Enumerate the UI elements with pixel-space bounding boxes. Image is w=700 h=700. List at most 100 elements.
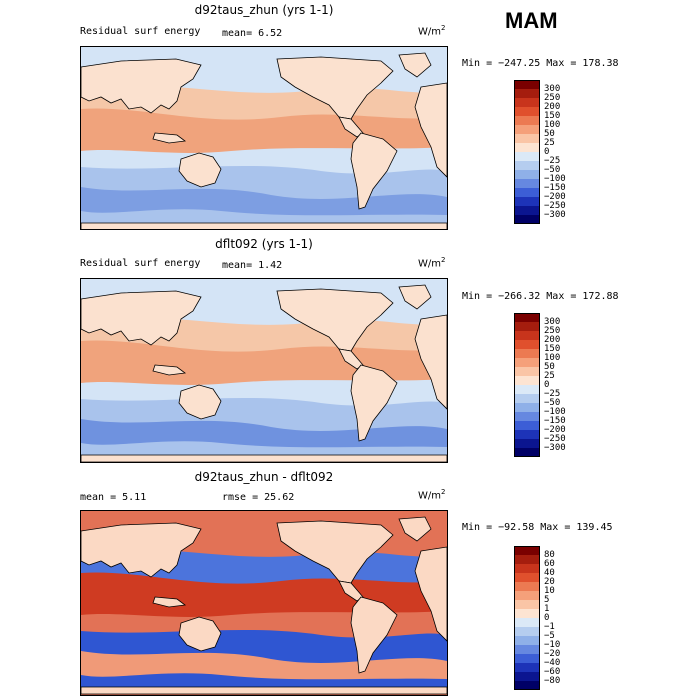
colorbar-swatch <box>514 367 540 376</box>
colorbar-tick-label: 25 <box>544 138 555 148</box>
colorbar-tick-label: −80 <box>544 676 561 686</box>
southern-band <box>81 419 447 448</box>
colorbar-swatch <box>514 403 540 412</box>
continent-outline <box>398 284 432 310</box>
colorbar-swatch <box>514 206 540 215</box>
continent-outline <box>178 152 222 188</box>
colorbar-tick-label: 300 <box>544 317 561 327</box>
colorbar-tick-label: −150 <box>544 183 566 193</box>
colorbar-tick-label: 25 <box>544 371 555 381</box>
colorbar-tick-label: 150 <box>544 111 561 121</box>
colorbar-swatch <box>514 125 540 134</box>
colorbar-swatch <box>514 546 540 555</box>
colorbar-swatch <box>514 134 540 143</box>
season-label: MAM <box>505 8 558 33</box>
panel-3-title: d92taus_zhun - dflt092 <box>194 470 334 484</box>
colorbar-swatch <box>514 439 540 448</box>
colorbar-tick-label: 20 <box>544 577 555 587</box>
panel-1-minmax: Min = −247.25 Max = 178.38 <box>462 58 619 69</box>
southern-band <box>81 651 447 680</box>
panel-1-units: W/m2 <box>418 24 446 38</box>
continent-outline <box>81 522 202 578</box>
continent-outline <box>414 546 447 642</box>
continent-outline <box>350 596 398 674</box>
continent-outline <box>398 52 432 78</box>
continent-outline <box>152 364 187 376</box>
colorbar-tick-label: 150 <box>544 344 561 354</box>
panel-2-field-label: Residual surf energy <box>80 258 201 269</box>
colorbar-swatch <box>514 98 540 107</box>
colorbar-swatch <box>514 627 540 636</box>
colorbar-tick-label: 80 <box>544 550 555 560</box>
colorbar-tick-label: 100 <box>544 120 561 130</box>
colorbar-swatch <box>514 412 540 421</box>
colorbar-tick-label: 5 <box>544 595 550 605</box>
colorbar-swatch <box>514 636 540 645</box>
colorbar-tick-label: 0 <box>544 380 550 390</box>
colorbar-swatch <box>514 564 540 573</box>
colorbar-tick-label: −250 <box>544 201 566 211</box>
colorbar-tick-label: 10 <box>544 586 555 596</box>
continent-outline <box>414 82 447 178</box>
colorbar-tick-label: 200 <box>544 335 561 345</box>
colorbar-swatch <box>514 448 540 457</box>
colorbar-swatch <box>514 663 540 672</box>
panel-2-map <box>80 278 448 463</box>
continent-outline <box>152 596 187 608</box>
continent-outline <box>178 616 222 652</box>
colorbar-tick-label: 300 <box>544 84 561 94</box>
colorbar-swatch <box>514 179 540 188</box>
colorbar-swatch <box>514 672 540 681</box>
colorbar-swatch <box>514 654 540 663</box>
colorbar-tick-label: 60 <box>544 559 555 569</box>
continent-outline <box>276 520 394 584</box>
panel-3-minmax: Min = −92.58 Max = 139.45 <box>462 522 613 533</box>
continent-outline <box>398 516 432 542</box>
continent-outline <box>81 686 447 695</box>
colorbar-swatch <box>514 394 540 403</box>
continent-outline <box>81 58 202 114</box>
panel-1-title: d92taus_zhun (yrs 1-1) <box>194 3 334 17</box>
panel-2-minmax: Min = −266.32 Max = 172.88 <box>462 291 619 302</box>
panel-3-rmse: rmse = 25.62 <box>222 492 295 503</box>
panel-2-title: dflt092 (yrs 1-1) <box>215 237 313 251</box>
colorbar-tick-label: 250 <box>544 93 561 103</box>
colorbar-tick-label: −300 <box>544 210 566 220</box>
colorbar-tick-label: −100 <box>544 407 566 417</box>
colorbar-tick-label: −60 <box>544 667 561 677</box>
colorbar-swatch <box>514 430 540 439</box>
continent-outline <box>81 290 202 346</box>
colorbar-tick-label: −200 <box>544 425 566 435</box>
colorbar-swatch <box>514 215 540 224</box>
continent-outline <box>152 132 187 144</box>
colorbar-swatch <box>514 421 540 430</box>
colorbar-swatch <box>514 349 540 358</box>
colorbar-tick-label: 50 <box>544 362 555 372</box>
colorbar-swatch <box>514 385 540 394</box>
colorbar-swatch <box>514 170 540 179</box>
colorbar-swatch <box>514 152 540 161</box>
colorbar-swatch <box>514 197 540 206</box>
colorbar-swatch <box>514 107 540 116</box>
colorbar-tick-label: 50 <box>544 129 555 139</box>
colorbar-swatch <box>514 313 540 322</box>
panel-3-mean: mean = 5.11 <box>80 492 147 503</box>
continent-outline <box>350 364 398 442</box>
colorbar-tick-label: −1 <box>544 622 555 632</box>
colorbar-tick-label: −250 <box>544 434 566 444</box>
colorbar-tick-label: −40 <box>544 658 561 668</box>
colorbar-swatch <box>514 645 540 654</box>
continent-outline <box>414 314 447 410</box>
colorbar-swatch <box>514 600 540 609</box>
colorbar-swatch <box>514 582 540 591</box>
colorbar-swatch <box>514 116 540 125</box>
colorbar-swatch <box>514 80 540 89</box>
colorbar-tick-label: −10 <box>544 640 561 650</box>
colorbar-swatch <box>514 188 540 197</box>
continent-outline <box>350 132 398 210</box>
colorbar-swatch <box>514 609 540 618</box>
colorbar-tick-label: −5 <box>544 631 555 641</box>
colorbar-tick-label: 0 <box>544 613 550 623</box>
colorbar-swatch <box>514 573 540 582</box>
colorbar-tick-label: 250 <box>544 326 561 336</box>
